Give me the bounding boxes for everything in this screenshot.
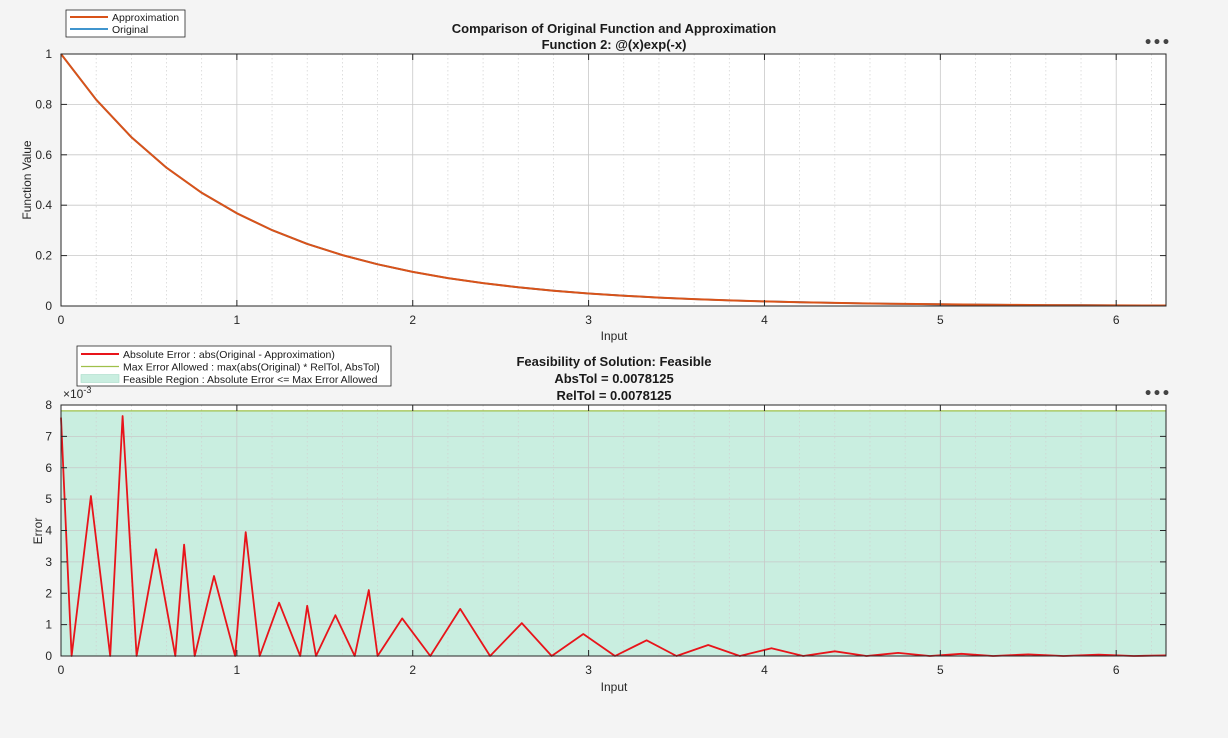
y-tick-label: 0 [45, 649, 52, 663]
y-tick-label: 3 [45, 555, 52, 569]
bottom-axes: 0 1 2 3 4 5 6 0 1 2 3 4 5 6 7 8 Feasibility of Solution… [31, 345, 1171, 694]
y-tick-label: 0.2 [35, 249, 52, 263]
y-tick-label: 1 [45, 618, 52, 632]
top-y-axis-label: Function Value [20, 140, 34, 219]
x-tick-label: 6 [1113, 663, 1120, 677]
top-ticks: 0 1 2 3 4 5 6 0 0.2 0.4 0.6 0.8 1 [35, 47, 1166, 327]
feasible-region-fill [60, 410, 1167, 657]
y-tick-label: 0.4 [35, 198, 52, 212]
top-chart-subtitle: Function 2: @(x)exp(-x) [542, 37, 687, 52]
bottom-chart-title: Feasibility of Solution: Feasible [516, 354, 711, 369]
y-tick-label: 2 [45, 586, 52, 600]
bottom-legend: Absolute Error : abs(Original - Approxim… [76, 345, 392, 387]
bottom-chart-subtitle-abstol: AbsTol = 0.0078125 [554, 371, 673, 386]
x-tick-label: 4 [761, 313, 768, 327]
bottom-legend-box [76, 345, 392, 387]
x-tick-label: 3 [585, 313, 592, 327]
top-plot-area [61, 54, 1166, 306]
x-tick-label: 1 [234, 663, 241, 677]
y-tick-label: 8 [45, 398, 52, 412]
x-tick-label: 5 [937, 663, 944, 677]
y-tick-label: 4 [45, 524, 52, 538]
top-axes-toolbar-ellipsis-icon[interactable]: ••• [1144, 35, 1171, 51]
y-tick-label: 0 [45, 299, 52, 313]
top-legend: Approximation Original [65, 9, 186, 38]
legend-label-absolute-error: Absolute Error : abs(Original - Approxim… [123, 349, 335, 361]
x-tick-label: 0 [58, 663, 65, 677]
x-tick-label: 4 [761, 663, 768, 677]
exponent-base: ×10 [63, 387, 84, 401]
bottom-y-exponent-label: ×10-3 [63, 385, 91, 401]
bottom-y-axis-label: Error [31, 518, 45, 545]
top-series [60, 53, 1167, 307]
x-tick-label: 2 [409, 663, 416, 677]
series-line-approximation [60, 53, 1167, 307]
top-legend-box [65, 9, 186, 38]
x-tick-label: 6 [1113, 313, 1120, 327]
top-chart-title: Comparison of Original Function and Appr… [452, 21, 777, 36]
legend-swatch-feasible-region [80, 374, 120, 383]
top-axes-box [60, 53, 1167, 307]
legend-label-approximation: Approximation [112, 12, 179, 24]
legend-label-feasible-region: Feasible Region : Absolute Error <= Max … [123, 374, 378, 386]
y-tick-label: 7 [45, 429, 52, 443]
x-tick-label: 3 [585, 663, 592, 677]
y-tick-label: 1 [45, 47, 52, 61]
top-axes: 0 1 2 3 4 5 6 0 0.2 0.4 0.6 0.8 1 Comparison of Orig… [20, 9, 1171, 343]
bottom-axes-toolbar-ellipsis-icon[interactable]: ••• [1144, 386, 1171, 402]
bottom-x-axis-label: Input [601, 680, 628, 694]
x-tick-label: 0 [58, 313, 65, 327]
y-tick-label: 6 [45, 461, 52, 475]
legend-label-max-error: Max Error Allowed : max(abs(Original) * … [123, 362, 380, 374]
bottom-chart-subtitle-reltol: RelTol = 0.0078125 [556, 388, 671, 403]
x-tick-label: 5 [937, 313, 944, 327]
x-tick-label: 1 [234, 313, 241, 327]
y-tick-label: 0.6 [35, 148, 52, 162]
top-x-axis-label: Input [601, 329, 628, 343]
legend-label-original: Original [112, 24, 148, 36]
y-tick-label: 0.8 [35, 97, 52, 111]
x-tick-label: 2 [409, 313, 416, 327]
exponent-power: -3 [83, 385, 91, 395]
bottom-ticks: 0 1 2 3 4 5 6 0 1 2 3 4 5 6 7 8 [45, 398, 1166, 677]
y-tick-label: 5 [45, 492, 52, 506]
